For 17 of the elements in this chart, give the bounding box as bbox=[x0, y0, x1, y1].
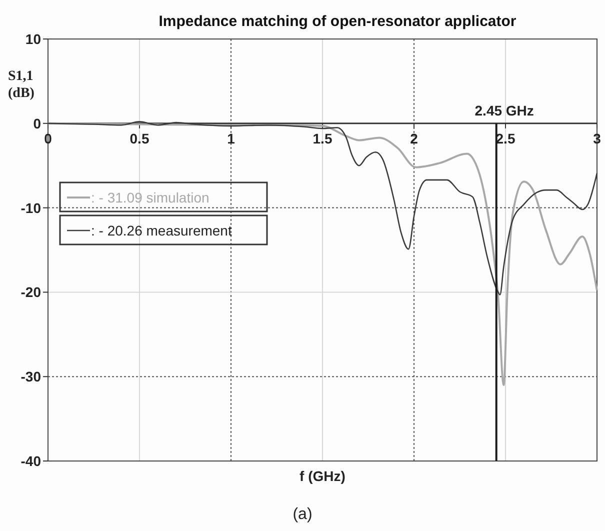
x-tick-label: 1 bbox=[227, 130, 236, 146]
x-axis-title: f (GHz) bbox=[300, 468, 346, 484]
ref-line-label: 2.45 GHz bbox=[474, 102, 534, 118]
y-tick-label: -10 bbox=[20, 200, 42, 216]
legend-label: : - 20.26 measurement bbox=[91, 222, 232, 238]
y-tick-label: -20 bbox=[20, 284, 42, 300]
y-tick-label: -30 bbox=[20, 368, 42, 385]
x-tick-label: 1.5 bbox=[312, 130, 332, 146]
y-axis-title: S1,1 (dB) bbox=[8, 69, 35, 101]
legend-label: : - 31.09 simulation bbox=[91, 189, 210, 206]
chart-title: Impedance matching of open-resonator applicator bbox=[158, 13, 516, 30]
x-tick-label: 0.5 bbox=[130, 130, 150, 146]
text: (a) bbox=[292, 506, 312, 523]
y-tick-label: -40 bbox=[20, 453, 42, 469]
y-tick-label: 0 bbox=[33, 115, 42, 132]
y-tick-label: 10 bbox=[25, 31, 42, 47]
x-tick-label: 2 bbox=[410, 130, 418, 146]
